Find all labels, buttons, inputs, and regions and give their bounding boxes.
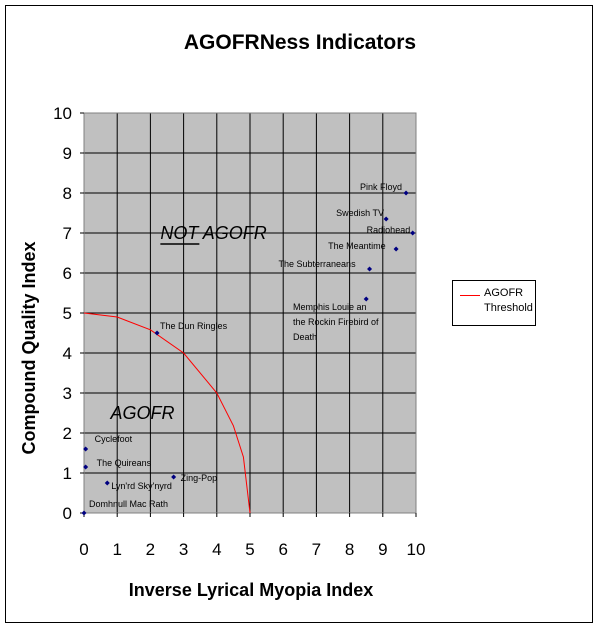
y-tick-label: 9 (63, 144, 72, 163)
threshold-series (83, 312, 251, 514)
y-tick-label: 3 (63, 384, 72, 403)
x-tick-label: 2 (146, 540, 155, 559)
y-tick-label: 0 (63, 504, 72, 523)
y-axis: 0 1 2 3 4 5 6 7 8 9 10 (53, 104, 84, 523)
point-label: Memphis Louie an the Rockin Firebird of De… (293, 302, 379, 342)
point-label: Swedish TV (336, 208, 384, 218)
chart-title: AGOFRNess Indicators (184, 31, 416, 54)
point-label: The Quireans (97, 458, 152, 468)
data-point (393, 246, 399, 252)
legend-swatch-agofr (460, 295, 480, 296)
legend-label-agofr: AGOFR Threshold (484, 287, 533, 314)
data-point (83, 464, 89, 470)
x-tick-label: 6 (278, 540, 287, 559)
x-tick-label: 7 (312, 540, 321, 559)
legend: AGOFR Threshold (452, 280, 536, 326)
data-point (104, 480, 110, 486)
x-tick-label: 10 (407, 540, 426, 559)
annotations: NOT AGOFR AGOFR (110, 223, 267, 423)
threshold-line (83, 312, 251, 514)
x-tick-label: 0 (79, 540, 88, 559)
point-label: Zing-Pop (181, 473, 218, 483)
data-point (81, 510, 87, 516)
x-tick-label: 4 (212, 540, 221, 559)
x-tick-label: 5 (245, 540, 254, 559)
data-point (171, 474, 177, 480)
point-label: The Subterraneans (279, 259, 357, 269)
annotation-label: AGOFR (110, 403, 175, 423)
y-axis-title: Compound Quality Index (19, 241, 39, 454)
y-tick-label: 5 (63, 304, 72, 323)
x-tick-label: 3 (179, 540, 188, 559)
x-axis: 0 1 2 3 4 5 6 7 8 9 10 (79, 513, 425, 559)
point-label: Radiohead (367, 225, 411, 235)
y-tick-label: 7 (63, 224, 72, 243)
point-label: Pink Floyd (360, 182, 402, 192)
point-label: Lyn'rd Sky'nyrd (111, 481, 172, 491)
y-tick-label: 8 (63, 184, 72, 203)
x-tick-label: 9 (378, 540, 387, 559)
y-tick-label: 4 (63, 344, 72, 363)
data-point (367, 266, 373, 272)
x-tick-label: 8 (345, 540, 354, 559)
band-points: Pink Floyd Swedish TV Radiohead The Meantim… (81, 182, 416, 516)
x-tick-label: 1 (112, 540, 121, 559)
data-point (363, 296, 369, 302)
x-axis-title: Inverse Lyrical Myopia Index (129, 580, 373, 600)
point-label: Cyclefoot (95, 434, 133, 444)
data-point (410, 230, 416, 236)
point-label: Domhnull Mac Rath (89, 499, 168, 509)
data-point (154, 330, 160, 336)
point-label: The Dun Ringles (160, 321, 228, 331)
annotation-label: NOT AGOFR (160, 223, 266, 243)
y-tick-label: 2 (63, 424, 72, 443)
data-point (83, 446, 89, 452)
y-tick-label: 1 (63, 464, 72, 483)
data-point (403, 190, 409, 196)
point-label: The Meantime (328, 241, 386, 251)
data-point (383, 216, 389, 222)
y-tick-label: 6 (63, 264, 72, 283)
y-tick-label: 10 (53, 104, 72, 123)
